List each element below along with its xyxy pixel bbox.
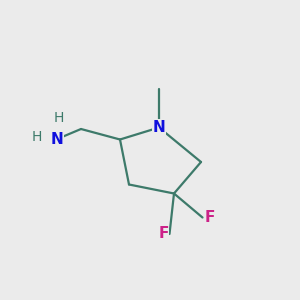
- Text: H: H: [53, 111, 64, 125]
- Text: H: H: [32, 130, 42, 144]
- Text: F: F: [158, 226, 169, 242]
- Text: N: N: [153, 120, 165, 135]
- Text: N: N: [51, 132, 63, 147]
- Text: F: F: [205, 210, 215, 225]
